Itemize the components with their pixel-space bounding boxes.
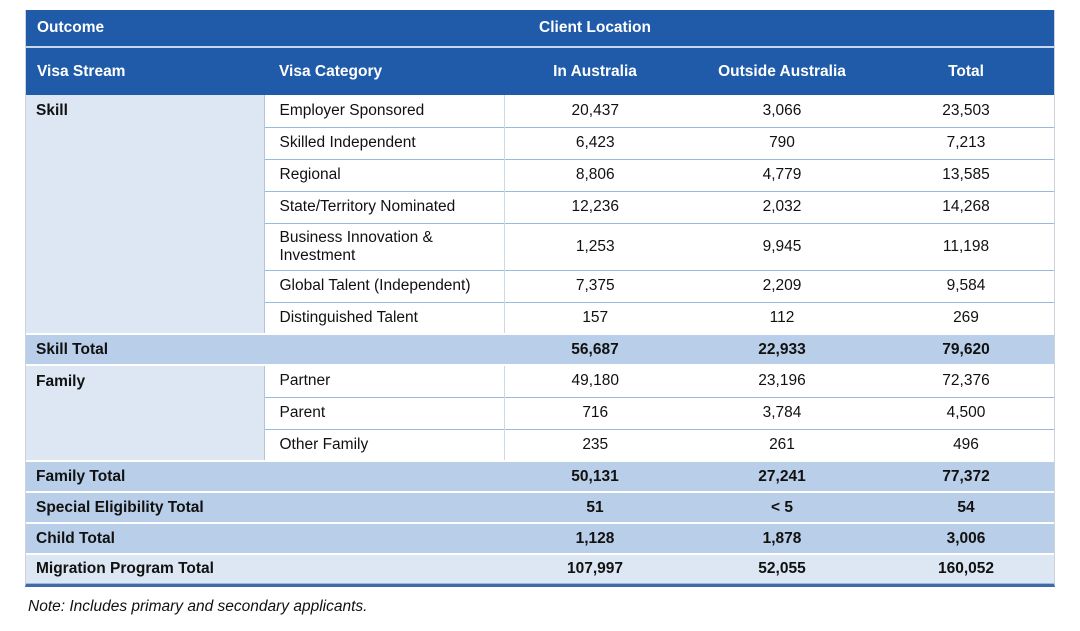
cell-total: 4,500: [878, 396, 1054, 429]
cell-category: Other Family: [264, 428, 505, 461]
cell-in-australia: 8,806: [504, 158, 686, 191]
cell-total-label: Family Total: [26, 460, 504, 493]
cell-stream-family: Family: [26, 365, 265, 461]
cell-outside-australia: 112: [686, 301, 878, 334]
cell-category: Skilled Independent: [264, 126, 505, 159]
cell-total: 79,620: [878, 333, 1054, 366]
header-total: Total: [878, 47, 1054, 95]
table-row: Other Family 235 261 496: [26, 428, 1054, 461]
cell-outside-australia: 22,933: [686, 333, 878, 366]
cell-total: 11,198: [878, 222, 1054, 270]
cell-in-australia: 157: [504, 301, 686, 334]
total-row-special-eligibility: Special Eligibility Total 51 < 5 54: [26, 491, 1054, 524]
cell-total: 3,006: [878, 522, 1054, 555]
total-row-migration-program: Migration Program Total 107,997 52,055 1…: [26, 553, 1054, 584]
cell-total: 77,372: [878, 460, 1054, 493]
header-spacer: [686, 10, 1054, 48]
cell-total: 72,376: [878, 365, 1054, 397]
cell-total: 160,052: [878, 553, 1054, 584]
cell-in-australia: 12,236: [504, 190, 686, 223]
cell-category: Distinguished Talent: [264, 301, 505, 334]
cell-category: Business Innovation & Investment: [264, 222, 505, 270]
cell-total: 54: [878, 491, 1054, 524]
table-row: Skill Employer Sponsored 20,437 3,066 23…: [26, 95, 1054, 334]
cell-in-australia: 235: [504, 428, 686, 461]
cell-outside-australia: 2,032: [686, 190, 878, 223]
table-row: Family Partner 49,180 23,196 72,376: [26, 365, 1054, 461]
cell-total: 269: [878, 301, 1054, 334]
cell-in-australia: 51: [504, 491, 686, 524]
header-outside-australia: Outside Australia: [686, 47, 878, 95]
cell-outside-australia: 4,779: [686, 158, 878, 191]
header-row-columns: Visa Stream Visa Category In Australia O…: [26, 47, 1054, 95]
cell-outside-australia: 27,241: [686, 460, 878, 493]
cell-in-australia: 20,437: [504, 95, 686, 127]
cell-in-australia: 50,131: [504, 460, 686, 493]
cell-category: Employer Sponsored: [264, 95, 505, 127]
cell-outside-australia: 23,196: [686, 365, 878, 397]
cell-outside-australia: < 5: [686, 491, 878, 524]
cell-outside-australia: 52,055: [686, 553, 878, 584]
header-client-location: Client Location: [504, 10, 686, 48]
total-row-child: Child Total 1,128 1,878 3,006: [26, 522, 1054, 555]
cell-total: 23,503: [878, 95, 1054, 127]
migration-table: Outcome Client Location Visa Stream Visa…: [25, 10, 1055, 587]
header-visa-category: Visa Category: [264, 47, 504, 95]
cell-in-australia: 716: [504, 396, 686, 429]
cell-in-australia: 56,687: [504, 333, 686, 366]
cell-category: Partner: [264, 365, 505, 397]
cell-total: 14,268: [878, 190, 1054, 223]
header-visa-stream: Visa Stream: [26, 47, 264, 95]
cell-in-australia: 7,375: [504, 269, 686, 302]
cell-total-label: Migration Program Total: [26, 553, 504, 584]
cell-total-label: Special Eligibility Total: [26, 491, 504, 524]
cell-total-label: Skill Total: [26, 333, 504, 366]
cell-category: Global Talent (Independent): [264, 269, 505, 302]
cell-outside-australia: 261: [686, 428, 878, 461]
cell-category: State/Territory Nominated: [264, 190, 505, 223]
cell-outside-australia: 790: [686, 126, 878, 159]
table-row: State/Territory Nominated 12,236 2,032 1…: [26, 190, 1054, 223]
cell-in-australia: 1,253: [504, 222, 686, 270]
cell-total: 496: [878, 428, 1054, 461]
cell-outside-australia: 3,784: [686, 396, 878, 429]
cell-stream-skill: Skill: [26, 95, 265, 334]
header-in-australia: In Australia: [504, 47, 686, 95]
cell-in-australia: 49,180: [504, 365, 686, 397]
cell-outside-australia: 1,878: [686, 522, 878, 555]
table-row: Business Innovation & Investment 1,253 9…: [26, 222, 1054, 270]
cell-total: 9,584: [878, 269, 1054, 302]
cell-outside-australia: 3,066: [686, 95, 878, 127]
cell-outside-australia: 2,209: [686, 269, 878, 302]
cell-in-australia: 6,423: [504, 126, 686, 159]
table-row: Distinguished Talent 157 112 269: [26, 301, 1054, 334]
cell-category: Regional: [264, 158, 505, 191]
cell-total: 13,585: [878, 158, 1054, 191]
table-row: Skilled Independent 6,423 790 7,213: [26, 126, 1054, 159]
cell-in-australia: 107,997: [504, 553, 686, 584]
total-row-skill: Skill Total 56,687 22,933 79,620: [26, 333, 1054, 366]
header-row-outcome: Outcome Client Location: [26, 10, 1054, 48]
cell-total-label: Child Total: [26, 522, 504, 555]
table-row: Regional 8,806 4,779 13,585: [26, 158, 1054, 191]
cell-outside-australia: 9,945: [686, 222, 878, 270]
migration-program-table: Outcome Client Location Visa Stream Visa…: [26, 10, 1054, 584]
total-row-family: Family Total 50,131 27,241 77,372: [26, 460, 1054, 493]
header-outcome: Outcome: [26, 10, 504, 48]
cell-in-australia: 1,128: [504, 522, 686, 555]
cell-total: 7,213: [878, 126, 1054, 159]
table-row: Global Talent (Independent) 7,375 2,209 …: [26, 269, 1054, 302]
table-row: Parent 716 3,784 4,500: [26, 396, 1054, 429]
cell-category: Parent: [264, 396, 505, 429]
note-text: Note: Includes primary and secondary app…: [28, 598, 368, 615]
